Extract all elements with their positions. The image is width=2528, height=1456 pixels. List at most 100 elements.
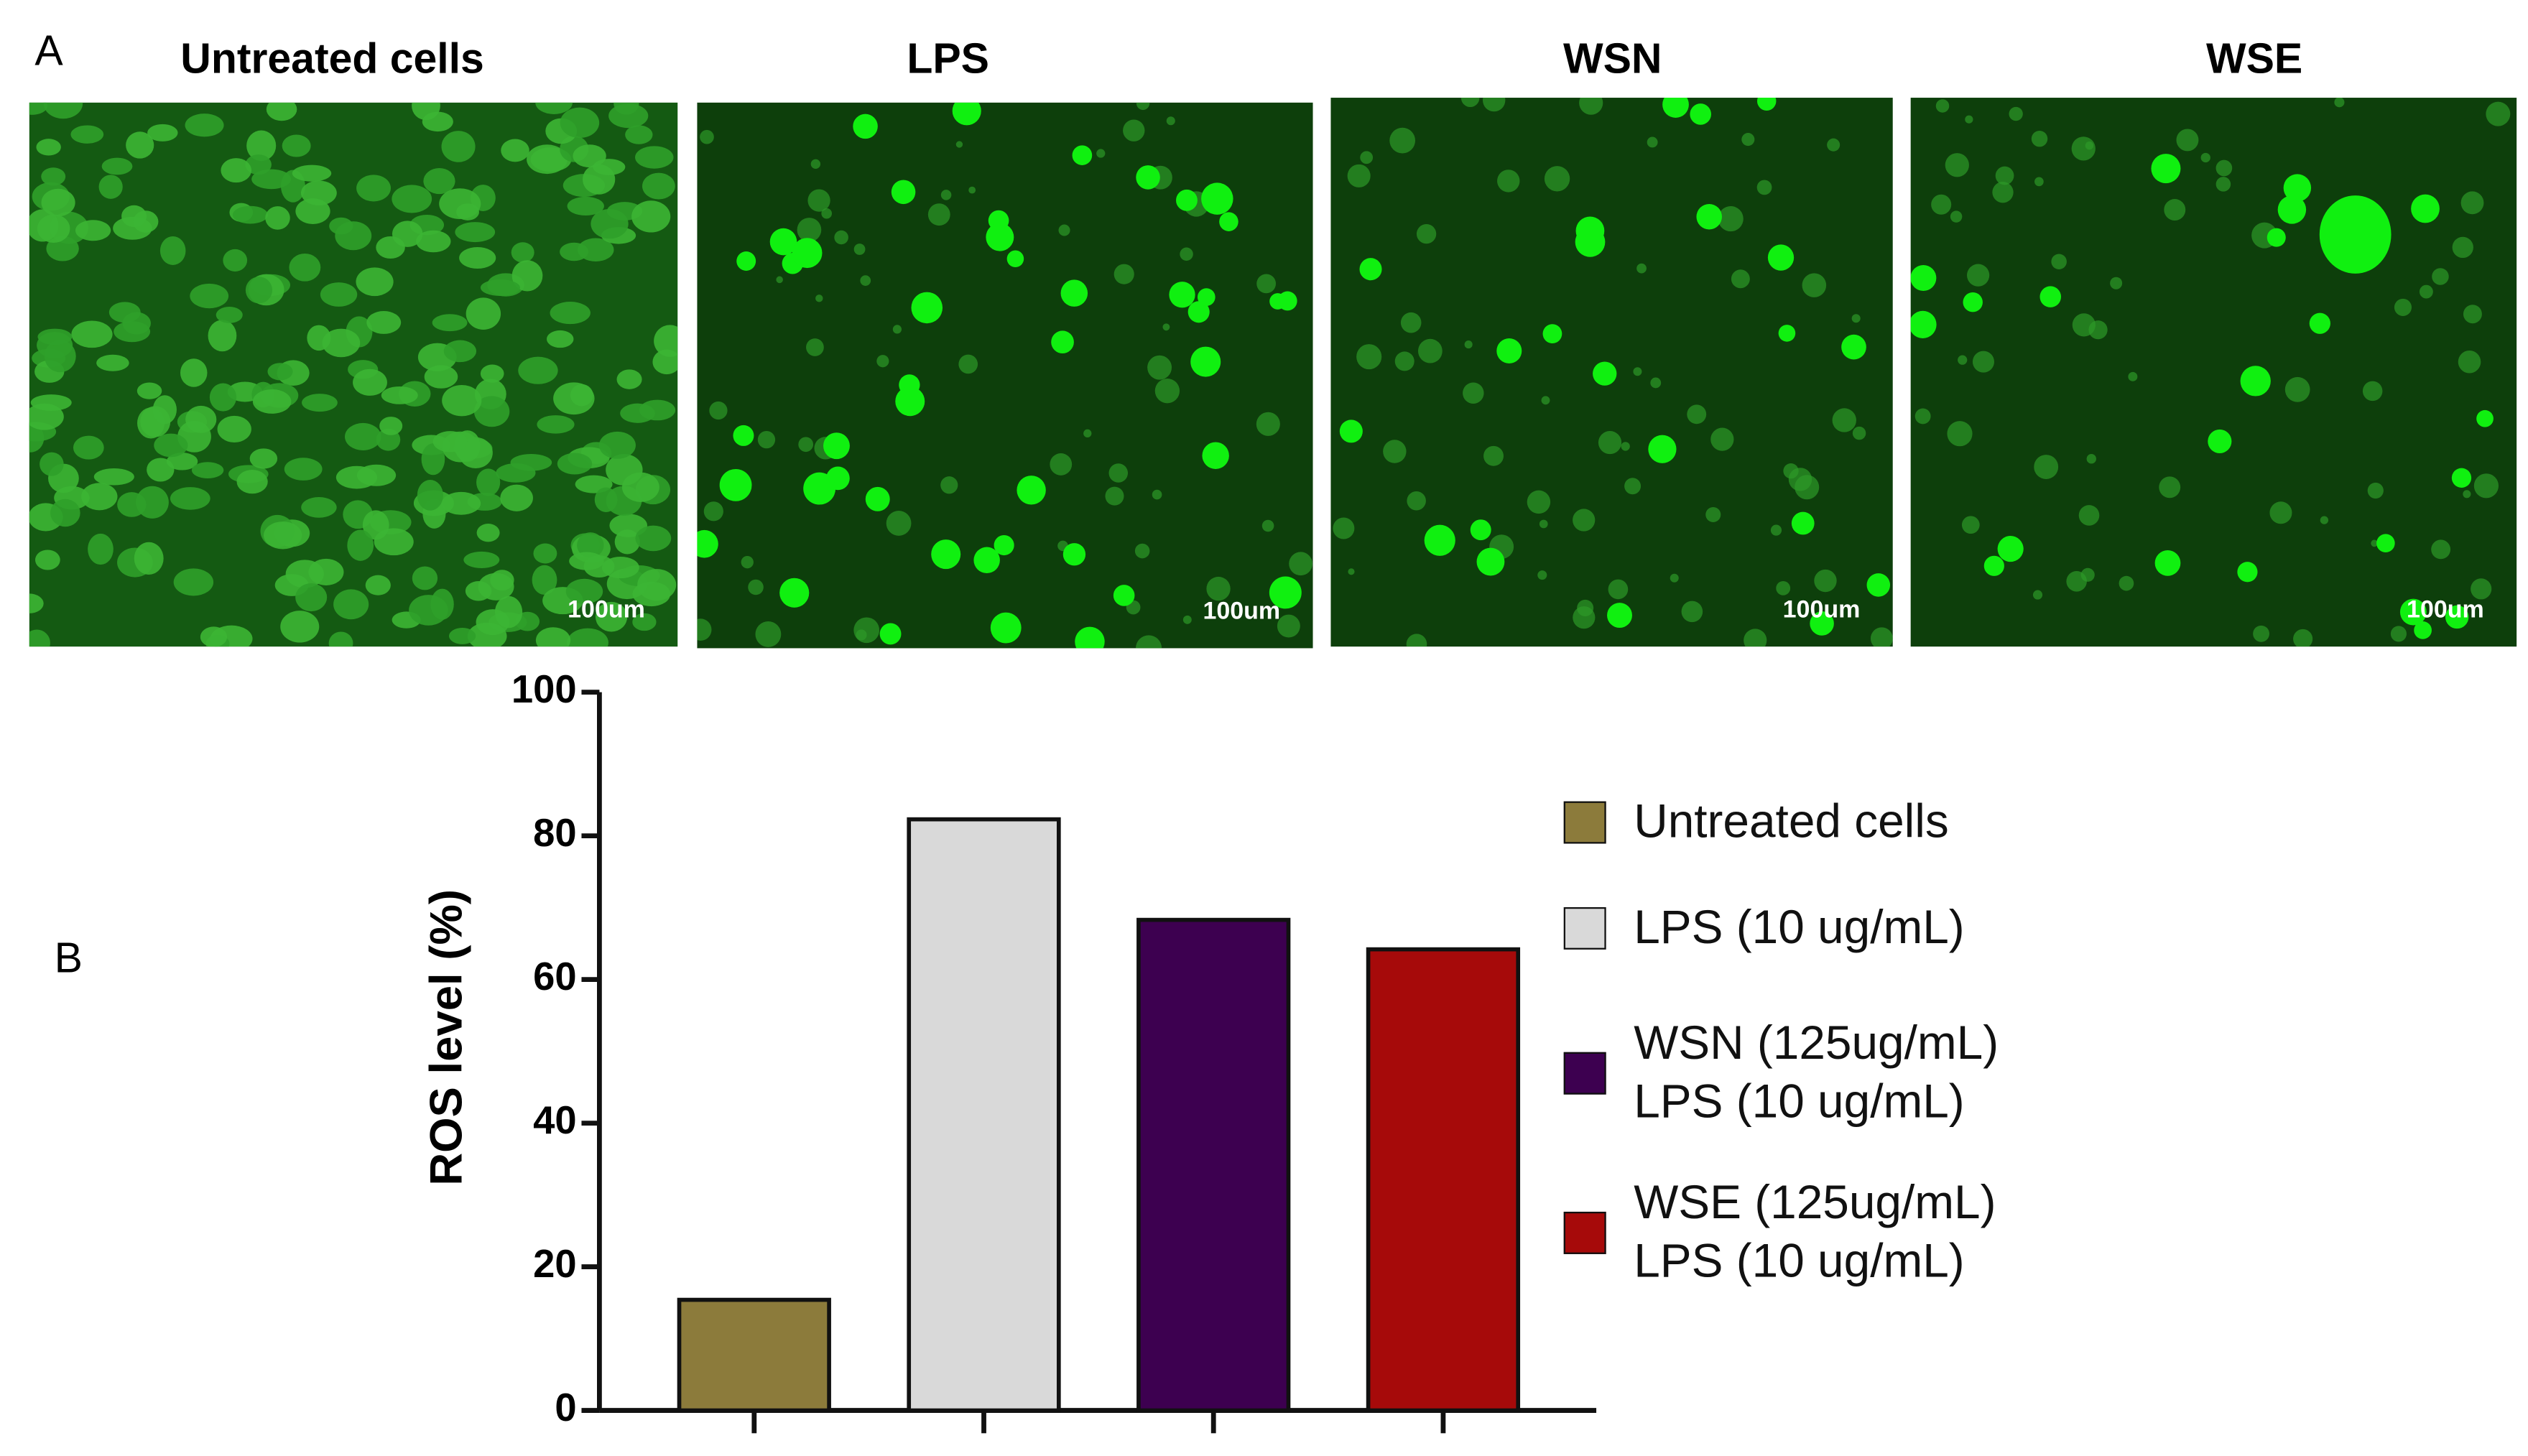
cell (601, 556, 639, 579)
cell (1910, 265, 1937, 292)
cell (1075, 626, 1105, 649)
debris (1770, 524, 1782, 536)
debris (815, 295, 823, 302)
cell (432, 314, 468, 332)
debris (1972, 351, 1994, 373)
debris (853, 244, 866, 255)
debris (853, 617, 880, 644)
cell (1359, 258, 1382, 281)
cell (792, 238, 823, 269)
debris (1598, 431, 1622, 455)
cell (114, 321, 151, 343)
cell (1690, 103, 1711, 125)
debris (2431, 539, 2451, 560)
cell (573, 144, 606, 168)
cell (1866, 573, 1891, 597)
debris (1463, 382, 1484, 404)
cell (1476, 547, 1505, 576)
debris (741, 556, 754, 569)
debris (1814, 569, 1837, 593)
debris (1741, 133, 1755, 147)
debris (1852, 426, 1866, 440)
image-title: WSN (1563, 36, 1662, 83)
cell (322, 328, 361, 358)
cell (34, 550, 60, 570)
cell (422, 111, 453, 132)
cell (609, 514, 647, 537)
cell (442, 384, 482, 417)
cell (70, 125, 104, 144)
debris (1206, 576, 1231, 601)
legend-swatch (1563, 1052, 1606, 1095)
cell (467, 622, 507, 647)
cell (409, 595, 448, 626)
y-tick-label: 0 (555, 1386, 576, 1429)
debris (2128, 371, 2138, 381)
cell (280, 611, 320, 643)
cell (376, 236, 405, 259)
cell (356, 175, 391, 202)
cell (1963, 292, 1983, 312)
image-title: LPS (907, 36, 989, 83)
debris (1356, 344, 1382, 370)
debris (2164, 199, 2186, 221)
cell (36, 139, 61, 156)
cell (284, 458, 323, 481)
debris (1180, 247, 1193, 261)
cell (424, 365, 458, 389)
debris (1407, 491, 1426, 511)
cell (635, 525, 672, 552)
debris (1333, 517, 1355, 539)
bar (1366, 947, 1521, 1413)
cell (994, 534, 1014, 556)
cell (583, 164, 616, 195)
cell (265, 206, 290, 230)
cell (1201, 182, 1233, 215)
cell (895, 386, 925, 417)
debris (1731, 269, 1750, 289)
cell (333, 589, 369, 620)
cell (1607, 603, 1632, 629)
cell (264, 521, 302, 550)
cell (412, 566, 438, 590)
cell (480, 279, 520, 296)
debris (697, 618, 712, 641)
cell (1269, 576, 1302, 609)
cell (75, 220, 111, 241)
debris (703, 501, 723, 521)
y-tick-label: 60 (533, 955, 577, 998)
cell (1791, 511, 1815, 535)
debris (1134, 543, 1150, 559)
cell (2237, 562, 2258, 583)
debris (1687, 404, 1707, 425)
cell (546, 330, 574, 348)
debris (1497, 170, 1520, 193)
cell (1756, 98, 1777, 111)
debris (927, 203, 950, 226)
cell (823, 432, 850, 460)
cell (598, 431, 636, 459)
scale-label: 100um (1783, 595, 1861, 623)
debris (892, 325, 902, 334)
debris (2216, 159, 2233, 177)
cell (251, 169, 292, 190)
cell (625, 125, 653, 144)
cell (88, 533, 114, 565)
debris (2066, 571, 2087, 592)
cell (733, 425, 754, 446)
cell (335, 221, 372, 251)
debris (1464, 340, 1473, 349)
cell (594, 487, 618, 512)
cell (267, 363, 293, 381)
cell (480, 364, 504, 383)
cell (147, 458, 175, 482)
debris (2119, 575, 2134, 591)
cell (2240, 366, 2271, 397)
debris (1647, 136, 1658, 148)
cell (43, 102, 83, 119)
cell (511, 260, 543, 292)
cell (282, 134, 311, 157)
cell (37, 328, 73, 346)
debris (2463, 490, 2471, 499)
